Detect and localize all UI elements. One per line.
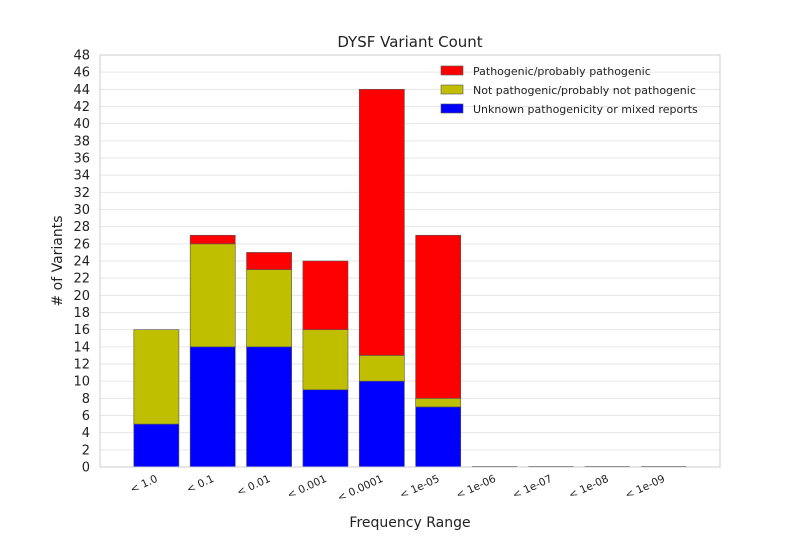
bar-segment <box>246 252 292 270</box>
y-tick-label: 48 <box>73 49 90 64</box>
legend-swatch <box>440 103 464 114</box>
x-tick-label: < 1.0 <box>128 473 159 496</box>
legend-label: Unknown pathogenicity or mixed reports <box>473 103 698 116</box>
y-tick-label: 18 <box>73 306 90 321</box>
legend-swatch <box>440 65 464 76</box>
y-tick-label: 2 <box>82 443 90 458</box>
bar-segment <box>133 329 180 425</box>
y-tick-label: 44 <box>73 83 90 98</box>
y-tick-label: 16 <box>73 323 90 338</box>
bar-segment <box>415 234 462 399</box>
chart-title: DYSF Variant Count <box>337 33 482 51</box>
bar-segment <box>302 260 349 330</box>
y-axis-ticks: 0246810121416182022242628303234363840424… <box>73 49 90 476</box>
y-tick-label: 30 <box>73 203 90 218</box>
x-tick-label: < 1e-05 <box>398 473 442 502</box>
y-tick-label: 12 <box>73 358 90 373</box>
y-tick-label: 20 <box>73 289 90 304</box>
x-tick-label: < 1e-09 <box>623 473 667 502</box>
y-tick-label: 4 <box>82 426 90 441</box>
x-tick-label: < 0.01 <box>235 473 272 499</box>
bar-segment <box>415 398 462 408</box>
y-tick-label: 26 <box>73 237 90 252</box>
bar-segment <box>302 389 349 468</box>
y-tick-label: 40 <box>73 117 90 132</box>
bar-segment <box>358 89 405 356</box>
bar-segment <box>302 329 349 391</box>
x-tick-label: < 0.0001 <box>336 473 385 505</box>
x-tick-label: < 1e-07 <box>511 473 555 502</box>
y-tick-label: 8 <box>82 392 90 407</box>
y-tick-label: 28 <box>73 220 90 235</box>
x-tick-label: < 0.1 <box>185 473 216 496</box>
bar-segment <box>133 423 180 468</box>
y-tick-label: 32 <box>73 186 90 201</box>
bar-segment <box>415 406 462 468</box>
bar-segment <box>189 234 236 245</box>
y-axis-label: # of Variants <box>50 215 66 306</box>
bar-segment <box>358 380 405 468</box>
bar-segment <box>358 355 405 382</box>
y-tick-label: 10 <box>73 375 90 390</box>
y-tick-label: 0 <box>82 461 90 476</box>
x-tick-label: < 1e-08 <box>567 473 611 502</box>
x-axis-label: Frequency Range <box>349 515 470 531</box>
legend-label: Not pathogenic/probably not pathogenic <box>473 84 696 97</box>
y-tick-label: 46 <box>73 66 90 81</box>
bars <box>133 89 687 468</box>
bar-segment <box>189 243 236 348</box>
x-tick-label: < 0.001 <box>285 473 328 502</box>
legend: Pathogenic/probably pathogenic Not pathog… <box>440 65 698 116</box>
legend-swatch <box>440 84 464 95</box>
legend-label: Pathogenic/probably pathogenic <box>473 65 651 78</box>
y-tick-label: 24 <box>73 255 90 270</box>
bar-segment <box>246 269 292 348</box>
y-tick-label: 6 <box>82 409 90 424</box>
y-tick-label: 36 <box>73 152 90 167</box>
bar-segment <box>189 346 236 468</box>
y-tick-label: 22 <box>73 272 90 287</box>
bar-segment <box>246 346 292 468</box>
x-tick-label: < 1e-06 <box>454 473 498 502</box>
y-tick-label: 34 <box>73 169 90 184</box>
y-tick-label: 14 <box>73 340 90 355</box>
x-axis-ticks: < 1.0 < 0.1 < 0.01 < 0.001 < 0.0001 < 1e-05 < … <box>128 473 666 505</box>
y-tick-label: 42 <box>73 100 90 115</box>
y-tick-label: 38 <box>73 134 90 149</box>
plot-frame <box>99 54 721 468</box>
